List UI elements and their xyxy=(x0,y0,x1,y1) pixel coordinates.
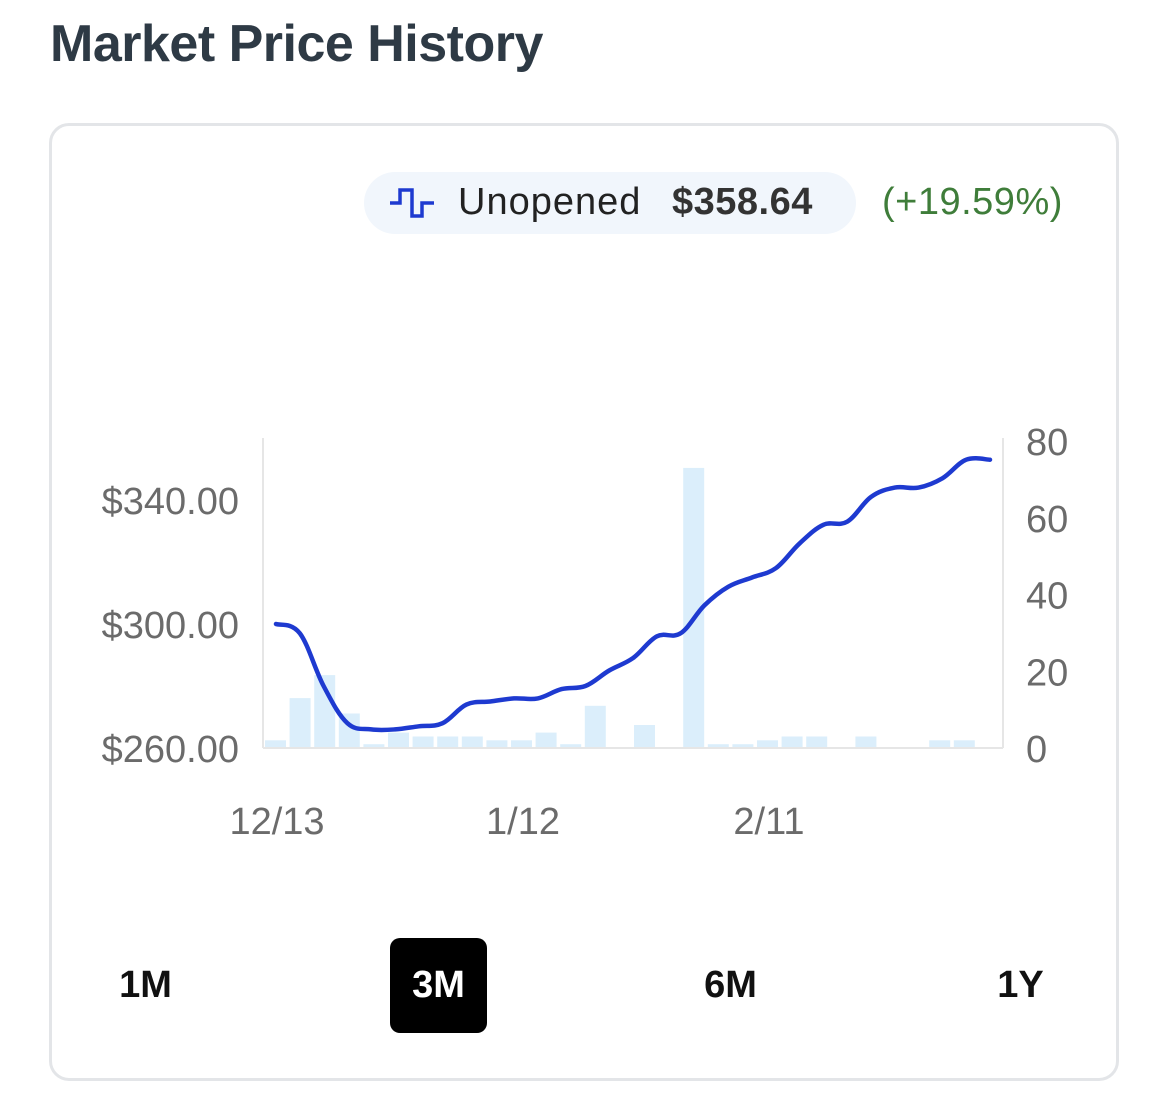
price-history-card xyxy=(49,123,1119,1081)
y-right-tick-label: 60 xyxy=(1026,499,1068,541)
range-button-3m[interactable]: 3M xyxy=(390,938,487,1033)
y-right-labels: 0 20 40 60 80 xyxy=(1026,422,1068,771)
volume-bar xyxy=(437,736,459,748)
range-button-1y[interactable]: 1Y xyxy=(972,938,1069,1033)
y-right-tick-label: 80 xyxy=(1026,422,1068,464)
y-right-tick-label: 0 xyxy=(1026,729,1047,771)
y-left-tick-label: $300.00 xyxy=(102,605,239,647)
volume-bar xyxy=(289,698,311,748)
volume-bar xyxy=(486,740,508,748)
volume-bar xyxy=(584,705,606,748)
volume-bar xyxy=(560,744,582,748)
volume-bar xyxy=(855,736,877,748)
volume-bar xyxy=(388,732,409,748)
y-left-tick-label: $340.00 xyxy=(102,481,239,523)
volume-bars xyxy=(265,467,975,748)
legend-pill[interactable] xyxy=(364,172,856,234)
range-button-6m[interactable]: 6M xyxy=(682,938,779,1033)
x-tick-label: 2/11 xyxy=(733,801,804,843)
volume-bar xyxy=(265,740,286,748)
x-tick-label: 12/13 xyxy=(229,801,324,843)
volume-bar xyxy=(929,740,951,748)
volume-bar xyxy=(511,740,532,748)
x-labels: 12/13 1/12 2/11 xyxy=(229,801,804,843)
volume-bar xyxy=(757,740,778,748)
legend-change: (+19.59%) xyxy=(882,181,1063,223)
volume-bar xyxy=(634,725,655,748)
volume-bar xyxy=(806,736,828,748)
legend-price: $358.64 xyxy=(672,181,813,223)
volume-bar xyxy=(732,744,754,748)
y-left-tick-label: $260.00 xyxy=(102,729,239,771)
volume-bar xyxy=(363,744,385,748)
page-title: Market Price History xyxy=(50,15,543,73)
legend-series-name: Unopened xyxy=(458,181,642,223)
volume-bar xyxy=(707,744,729,748)
y-right-tick-label: 40 xyxy=(1026,576,1068,618)
volume-bar xyxy=(683,467,705,748)
price-line xyxy=(273,456,993,733)
volume-bar xyxy=(781,736,803,748)
volume-bar xyxy=(461,736,483,748)
volume-bar xyxy=(953,740,975,748)
step-line-icon xyxy=(390,188,434,218)
x-tick-label: 1/12 xyxy=(486,801,560,843)
volume-bar xyxy=(412,736,434,748)
range-button-1m[interactable]: 1M xyxy=(97,938,194,1033)
volume-bar xyxy=(535,732,557,748)
y-left-labels: $260.00 $300.00 $340.00 xyxy=(102,481,239,771)
price-line-layer xyxy=(273,456,993,733)
y-right-tick-label: 20 xyxy=(1026,652,1068,694)
